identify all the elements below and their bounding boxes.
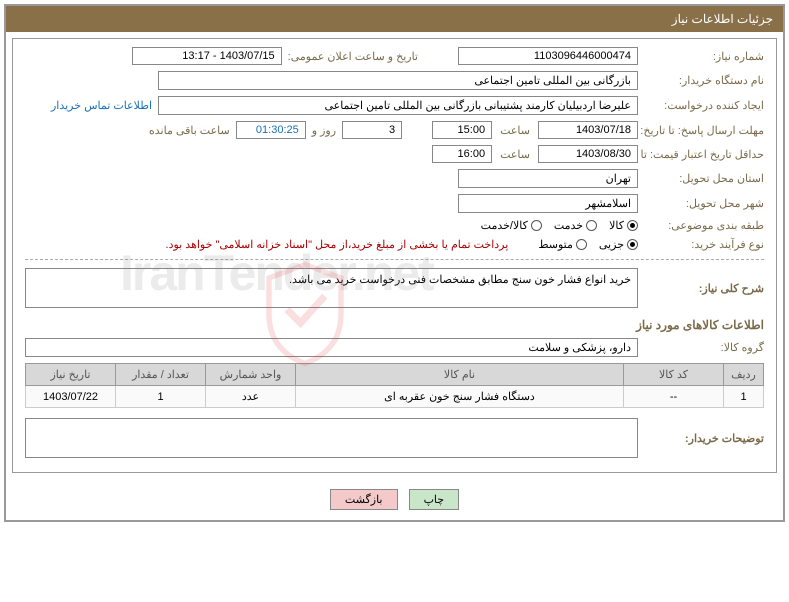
main-panel: جزئیات اطلاعات نیاز شماره نیاز: 11030964… — [4, 4, 785, 522]
city-label: شهر محل تحویل: — [644, 197, 764, 210]
time-label-2: ساعت — [500, 148, 530, 161]
table-header-row: ردیف کد کالا نام کالا واحد شمارش تعداد /… — [26, 364, 764, 386]
time-label-1: ساعت — [500, 124, 530, 137]
countdown-field: 01:30:25 — [236, 121, 306, 139]
payment-note: پرداخت تمام یا بخشی از مبلغ خرید،از محل … — [166, 238, 509, 251]
radio-icon — [627, 220, 638, 231]
desc-label: شرح کلی نیاز: — [644, 282, 764, 295]
validity-time-field: 16:00 — [432, 145, 492, 163]
category-opt-goods[interactable]: کالا — [609, 219, 638, 232]
table-row: 1--دستگاه فشار سنج خون عقربه ایعدد11403/… — [26, 386, 764, 408]
table-cell-unit: عدد — [206, 386, 296, 408]
process-label: نوع فرآیند خرید: — [644, 238, 764, 251]
process-opt-medium[interactable]: متوسط — [538, 238, 587, 251]
th-unit: واحد شمارش — [206, 364, 296, 386]
radio-icon — [627, 239, 638, 250]
th-date: تاریخ نیاز — [26, 364, 116, 386]
category-opt-both[interactable]: کالا/خدمت — [481, 219, 542, 232]
deadline-time-field: 15:00 — [432, 121, 492, 139]
announce-label: تاریخ و ساعت اعلان عمومی: — [288, 50, 418, 63]
contact-buyer-link[interactable]: اطلاعات تماس خریدار — [51, 99, 152, 112]
table-cell-name: دستگاه فشار سنج خون عقربه ای — [296, 386, 624, 408]
back-button[interactable]: بازگشت — [330, 489, 398, 510]
buyer-notes-textarea — [25, 418, 638, 458]
days-remaining-field: 3 — [342, 121, 402, 139]
deadline-date-field: 1403/07/18 — [538, 121, 638, 139]
category-radio-group: کالا خدمت کالا/خدمت — [481, 219, 638, 232]
validity-label: حداقل تاریخ اعتبار قیمت: تا تاریخ: — [644, 148, 764, 161]
panel-header: جزئیات اطلاعات نیاز — [6, 6, 783, 32]
th-row: ردیف — [724, 364, 764, 386]
th-code: کد کالا — [624, 364, 724, 386]
buyer-notes-label: توضیحات خریدار: — [644, 432, 764, 445]
goods-table: ردیف کد کالا نام کالا واحد شمارش تعداد /… — [25, 363, 764, 408]
process-opt-minor[interactable]: جزیی — [599, 238, 638, 251]
desc-textarea: خرید انواع فشار خون سنج مطابق مشخصات فنی… — [25, 268, 638, 308]
table-cell-row: 1 — [724, 386, 764, 408]
announce-field: 1403/07/15 - 13:17 — [132, 47, 282, 65]
process-radio-group: جزیی متوسط — [538, 238, 638, 251]
request-no-field: 1103096446000474 — [458, 47, 638, 65]
radio-icon — [586, 220, 597, 231]
th-qty: تعداد / مقدار — [116, 364, 206, 386]
footer-buttons: چاپ بازگشت — [6, 479, 783, 520]
creator-label: ایجاد کننده درخواست: — [644, 99, 764, 112]
goods-group-label: گروه کالا: — [644, 341, 764, 354]
request-no-label: شماره نیاز: — [644, 50, 764, 63]
goods-group-field: دارو، پزشکی و سلامت — [25, 338, 638, 357]
buyer-org-field: بازرگانی بین المللی تامین اجتماعی — [158, 71, 638, 90]
panel-content: شماره نیاز: 1103096446000474 تاریخ و ساع… — [12, 38, 777, 473]
th-name: نام کالا — [296, 364, 624, 386]
province-field: تهران — [458, 169, 638, 188]
radio-icon — [576, 239, 587, 250]
panel-title: جزئیات اطلاعات نیاز — [672, 12, 773, 26]
buyer-org-label: نام دستگاه خریدار: — [644, 74, 764, 87]
city-field: اسلامشهر — [458, 194, 638, 213]
category-opt-service[interactable]: خدمت — [554, 219, 597, 232]
table-cell-code: -- — [624, 386, 724, 408]
radio-icon — [531, 220, 542, 231]
print-button[interactable]: چاپ — [409, 489, 460, 510]
category-label: طبقه بندی موضوعی: — [644, 219, 764, 232]
deadline-label: مهلت ارسال پاسخ: تا تاریخ: — [644, 124, 764, 137]
remain-suffix-label: ساعت باقی مانده — [149, 124, 230, 137]
province-label: استان محل تحویل: — [644, 172, 764, 185]
days-and-label: روز و — [312, 124, 336, 137]
goods-info-title: اطلاعات کالاهای مورد نیاز — [25, 318, 764, 332]
table-cell-qty: 1 — [116, 386, 206, 408]
creator-field: علیرضا اردبیلیان کارمند پشتیبانی بازرگان… — [158, 96, 638, 115]
table-cell-date: 1403/07/22 — [26, 386, 116, 408]
validity-date-field: 1403/08/30 — [538, 145, 638, 163]
